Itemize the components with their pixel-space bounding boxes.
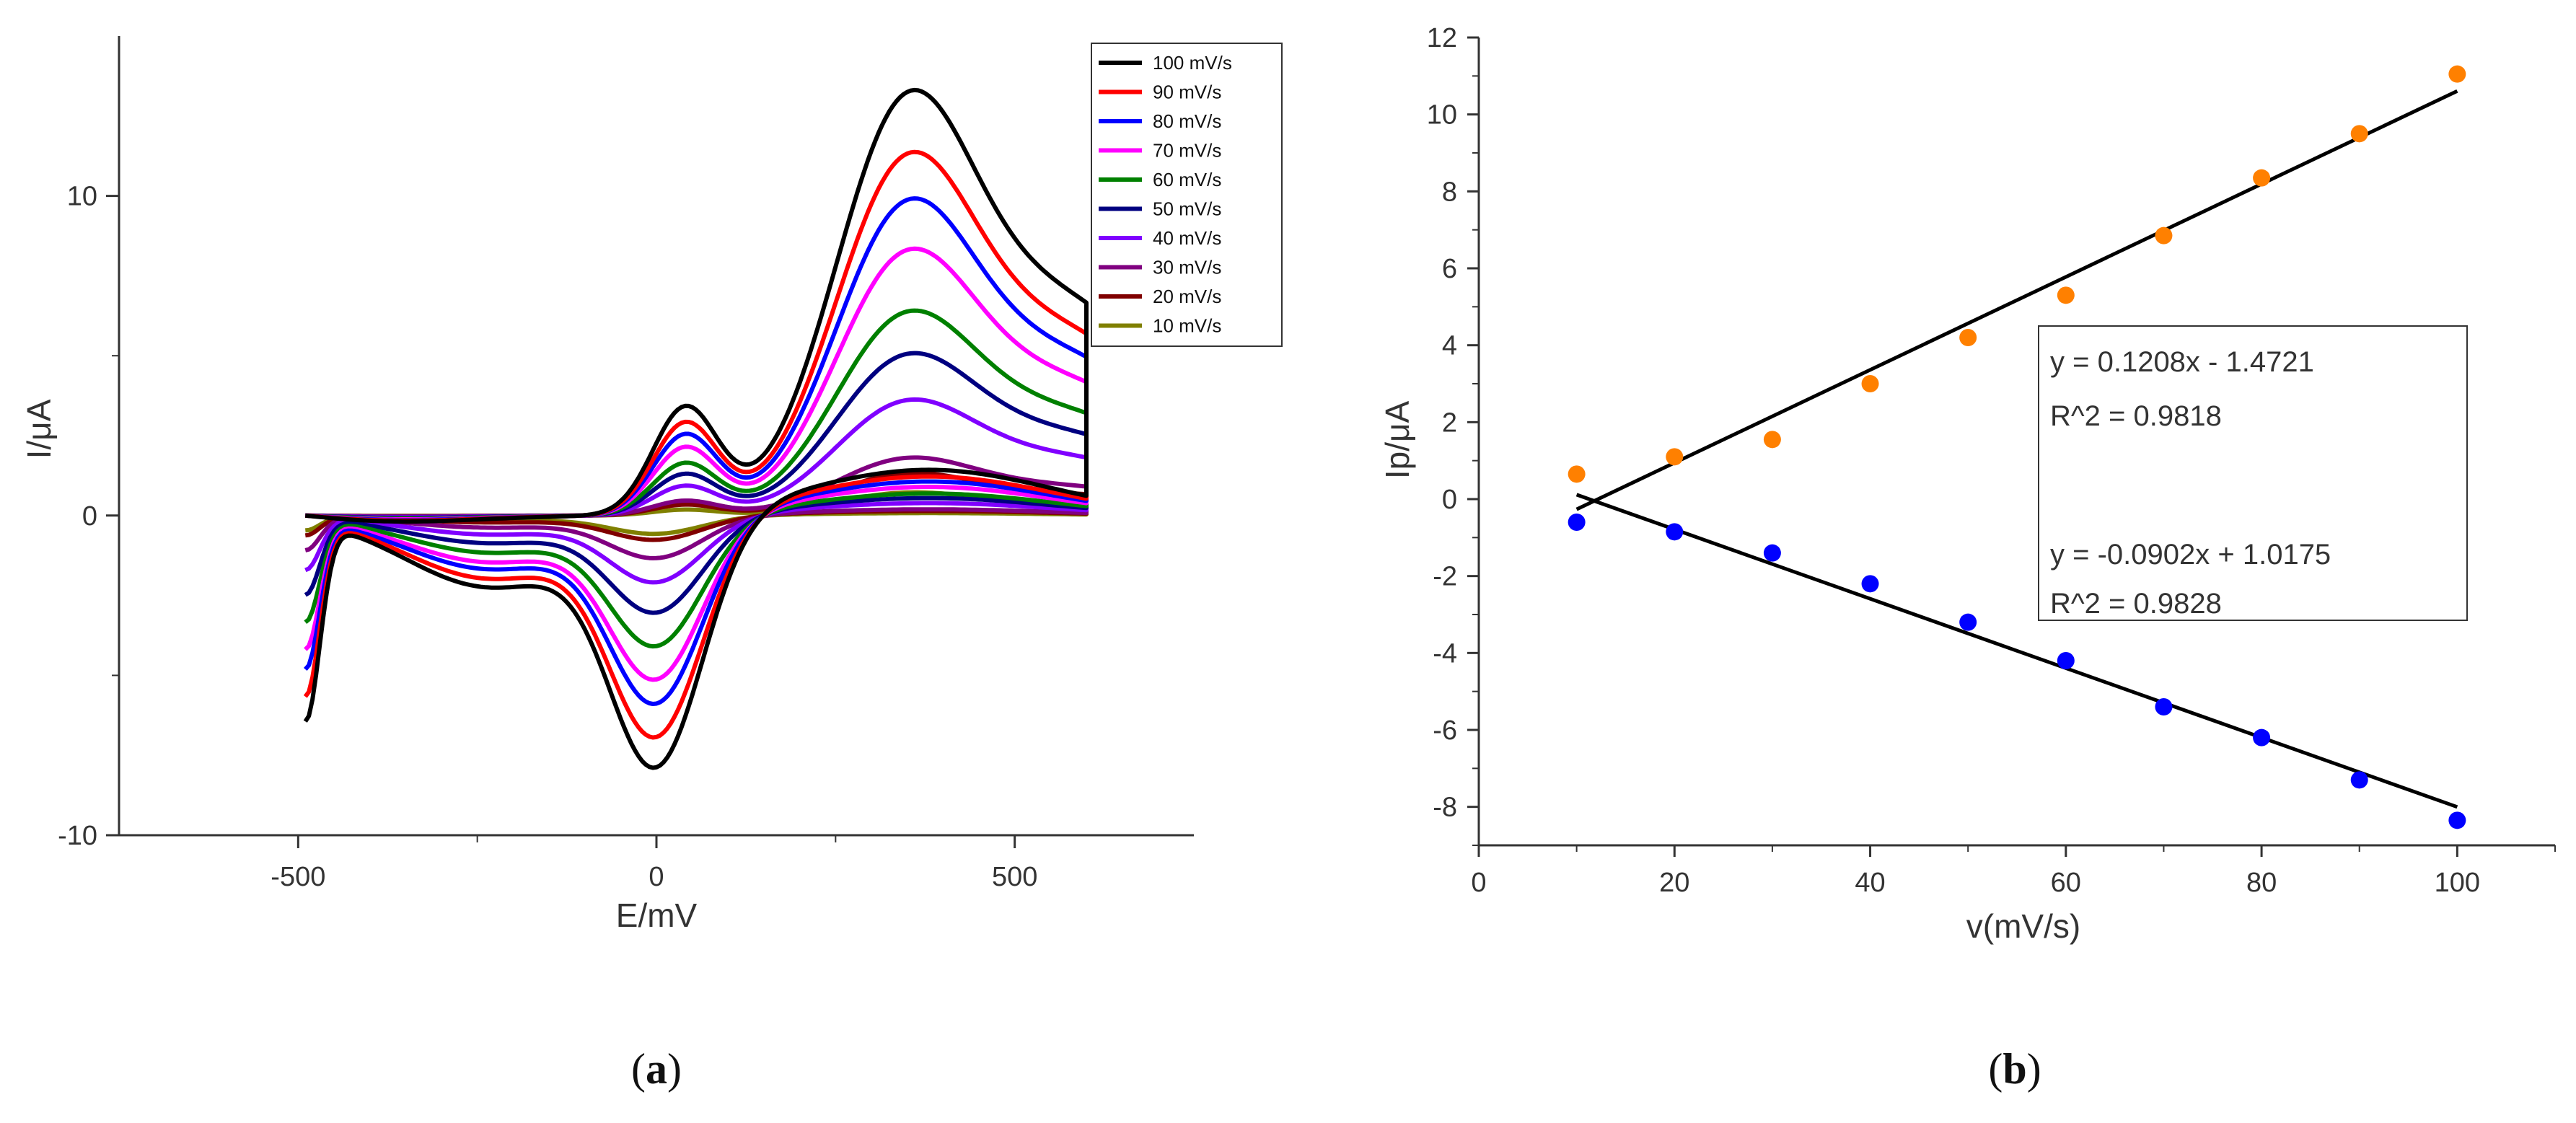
chart-b-points: [1568, 65, 2466, 829]
chart-a-legend: 100 mV/s 90 mV/s 80 mV/s 70 mV/s 60 mV/s 50 m…: [1091, 43, 1283, 347]
chart-b-point-anodic: [1568, 465, 1586, 483]
chart-b-ytick-label: -8: [1433, 793, 1457, 823]
chart-a-curves: [303, 87, 1089, 770]
chart-b-point-anodic: [2350, 125, 2368, 143]
chart-b-xtick-label: 100: [2435, 868, 2480, 898]
chart-b-fit-lines: [1575, 89, 2458, 809]
chart-b-point-cathodic: [2253, 728, 2271, 747]
chart-b-ytick-label: 0: [1442, 485, 1457, 515]
chart-b-point-cathodic: [1568, 514, 1586, 531]
chart-a-xtick-label: 0: [649, 862, 664, 892]
chart-a-cyclic-voltammogram: -500 0 500 -10 0 10 E/mV I/μA 100 mV/s 90 mV/s…: [20, 36, 1283, 934]
chart-b-xtick-label: 80: [2246, 868, 2277, 898]
chart-b-xtick-label: 20: [1659, 868, 1689, 898]
chart-a-ticks: -500 0 500 -10 0 10: [58, 182, 1037, 892]
chart-a-legend-label: 50 mV/s: [1153, 198, 1221, 220]
chart-b-point-anodic: [1763, 431, 1781, 449]
chart-a-legend-label: 20 mV/s: [1153, 286, 1221, 307]
chart-b-point-anodic: [2155, 226, 2173, 245]
caption-a: (a): [631, 1045, 682, 1093]
chart-b-fit-line-1: [1575, 89, 2458, 511]
chart-b-equation-box: [2038, 325, 2468, 621]
chart-a-series-90-mv-s: [303, 149, 1089, 740]
chart-a-legend-label: 30 mV/s: [1153, 257, 1221, 278]
chart-a-legend-label: 90 mV/s: [1153, 82, 1221, 103]
chart-a-ylabel: I/μA: [20, 399, 58, 459]
chart-b-fit2-equation: y = -0.0902x + 1.0175: [2050, 539, 2331, 571]
caption-b: (b): [1988, 1045, 2041, 1093]
chart-b-point-cathodic: [1763, 544, 1781, 562]
chart-a-legend-label: 60 mV/s: [1153, 169, 1221, 190]
chart-b-point-anodic: [2057, 286, 2075, 304]
chart-b-point-anodic: [1959, 329, 1977, 346]
chart-b-fit2-r2: R^2 = 0.9828: [2050, 588, 2222, 620]
chart-a-legend-label: 10 mV/s: [1153, 315, 1221, 337]
chart-a-legend-label: 100 mV/s: [1153, 52, 1232, 74]
chart-b-ytick-label: -6: [1433, 715, 1457, 746]
chart-a-xlabel: E/mV: [616, 897, 698, 934]
chart-a-legend-label: 70 mV/s: [1153, 140, 1221, 162]
chart-a-ytick-label: -10: [58, 821, 97, 851]
chart-b-ytick-label: 8: [1442, 177, 1457, 207]
chart-b-ytick-label: -2: [1433, 562, 1457, 592]
chart-b-point-cathodic: [2448, 811, 2466, 829]
chart-b-xtick-label: 0: [1471, 868, 1486, 898]
chart-a-xtick-label: 500: [992, 862, 1037, 892]
chart-b-ytick-label: 12: [1427, 23, 1457, 53]
chart-a-legend-label: 40 mV/s: [1153, 227, 1221, 249]
chart-a-xtick-label: -500: [271, 862, 325, 892]
chart-b-xlabel: v(mV/s): [1966, 907, 2080, 945]
chart-b-xtick-label: 40: [1855, 868, 1885, 898]
chart-b-fit1-equation: y = 0.1208x - 1.4721: [2050, 346, 2314, 378]
chart-b-point-anodic: [1861, 375, 1879, 392]
chart-a-ytick-label: 0: [82, 501, 97, 532]
chart-b-point-anodic: [2448, 65, 2466, 83]
chart-b-ytick-label: 4: [1442, 331, 1457, 361]
chart-b-ytick-label: 10: [1427, 100, 1457, 131]
chart-b-point-cathodic: [1861, 575, 1879, 593]
chart-b-xtick-label: 60: [2051, 868, 2081, 898]
chart-b-ytick-label: 2: [1442, 408, 1457, 438]
chart-b-ticks: 0 20 40 60 80 100 -8 -6 -4 -2 0 2 4 6 8 10 12: [1427, 23, 2556, 898]
chart-b-peak-current-vs-scan-rate: 0 20 40 60 80 100 -8 -6 -4 -2 0 2 4 6 8 10 12 y = 0.1208…: [1379, 23, 2556, 945]
chart-b-point-cathodic: [2155, 698, 2173, 715]
chart-b-ytick-label: -4: [1433, 638, 1457, 669]
chart-b-ytick-label: 6: [1442, 254, 1457, 284]
chart-a-ytick-label: 10: [67, 182, 97, 212]
chart-b-point-cathodic: [1959, 613, 1977, 631]
chart-a-series-100-mv-s: [303, 87, 1089, 770]
chart-b-fit1-r2: R^2 = 0.9818: [2050, 400, 2222, 432]
chart-b-fit-line-2: [1575, 493, 2458, 809]
chart-a-legend-label: 80 mV/s: [1153, 110, 1221, 132]
chart-b-point-anodic: [1666, 448, 1684, 466]
chart-b-point-cathodic: [1666, 523, 1684, 541]
chart-b-point-cathodic: [2057, 652, 2075, 669]
chart-b-point-cathodic: [2350, 771, 2368, 789]
chart-b-point-anodic: [2253, 169, 2271, 187]
chart-b-ylabel: Ip/μA: [1379, 401, 1416, 480]
